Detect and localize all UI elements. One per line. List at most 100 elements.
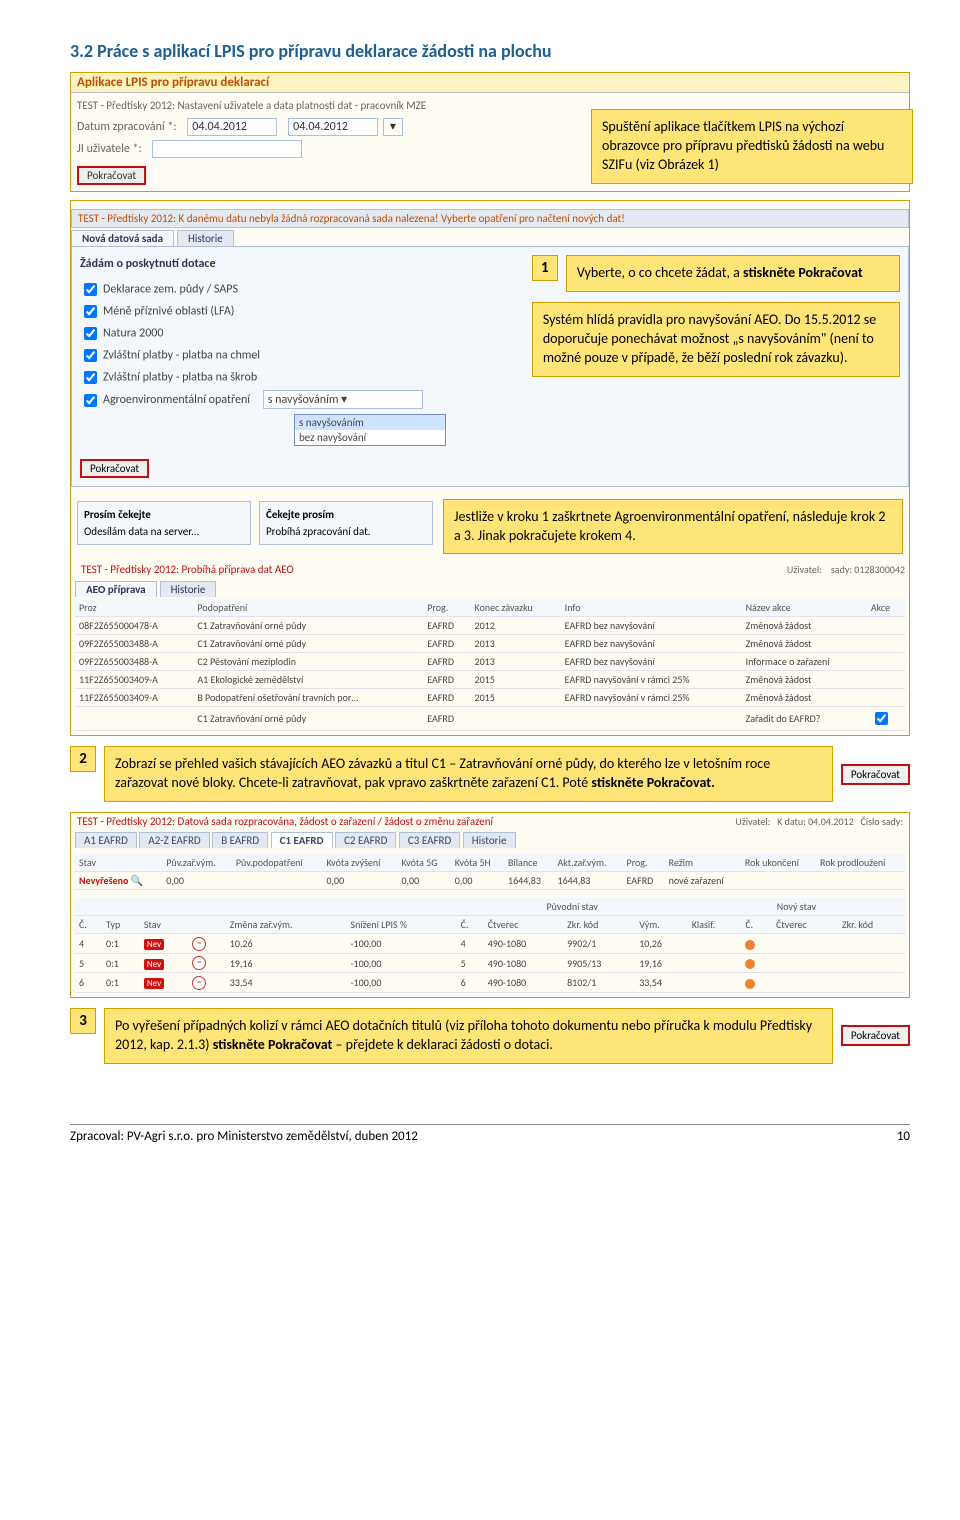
sh-stav: Stav [75,854,162,872]
dh-c: Č. [75,916,102,934]
step-badge-2: 2 [70,746,96,772]
warning-bar: TEST - Předtisky 2012: K danému datu neb… [71,209,909,228]
sady-label: sady: 0128300042 [831,563,905,576]
dh-zkr: Zkr. kód [563,916,635,934]
ji-input[interactable] [152,140,302,158]
continue-button-4[interactable]: Pokračovat [841,1025,910,1046]
cb-skrob[interactable] [84,371,97,384]
th-akce[interactable]: Akce [867,599,905,617]
dh-ctv2: Čtverec [772,916,838,934]
tabs-row: Nová datová sada Historie [71,230,909,246]
summary-table: Stav Pův.zař.vým. Pův.podopatření Kvóta … [75,854,905,890]
subtab-c3[interactable]: C3 EAFRD [399,832,460,848]
dh-zmena: Změna zař.vým. [226,916,347,934]
dh-puv: Původní stav [457,898,688,916]
sr-kv: 0,00 [322,872,397,890]
tab-history[interactable]: Historie [177,230,234,246]
date-to-input[interactable]: 04.04.2012 [288,118,378,136]
sh-bil: Bilance [504,854,554,872]
sh-akt: Akt.zař.vým. [554,854,623,872]
th-pod[interactable]: Podopatření [193,599,423,617]
cb-aeo-label: Agroenvironmentální opatření [103,393,250,407]
user-label-2: Uživatel: [735,815,770,828]
cb-saps[interactable] [84,283,97,296]
table-row: 09F2Z655003488-AC1 Zatravňování orné půd… [75,635,905,653]
magnifier-icon[interactable]: 🔍 [131,874,143,887]
sr-akt: 1644,83 [554,872,623,890]
th-proz[interactable]: Proz [75,599,193,617]
continue-button-3[interactable]: Pokračovat [841,764,910,785]
sh-puv: Pův.zař.vým. [162,854,232,872]
sr-rez: nové zařazení [665,872,741,890]
dh-novy: Nový stav [688,898,905,916]
minus-icon[interactable]: − [192,937,206,951]
cb-lfa[interactable] [84,305,97,318]
subtab-b[interactable]: B EAFRD [212,832,268,848]
table-row: 11F2Z655003409-AA1 Ekologické zemědělstv… [75,671,905,689]
aeo-mode-select[interactable]: s navyšováním ▾ [263,390,423,409]
sr-prog: EAFRD [623,872,665,890]
user-label: Uživatel: [787,563,822,576]
tab-aeo-prep[interactable]: AEO příprava [75,581,157,597]
aeo-opt-with[interactable]: s navyšováním [295,415,445,430]
date-dropdown-icon[interactable]: ▾ [383,118,403,136]
th-nazev[interactable]: Název akce [742,599,867,617]
table-row: 50:1Nev−19,16-100,005490-10809905/1319,1… [75,953,905,973]
sh-k5g: Kvóta 5G [397,854,450,872]
table-row: 08F2Z655000478-AC1 Zatravňování orné půd… [75,617,905,635]
th-prog[interactable]: Prog. [423,599,470,617]
aeo-prep-title: TEST - Předtisky 2012: Probíhá příprava … [75,560,300,579]
aeo-table: Proz Podopatření Prog. Konec závazku Inf… [75,599,905,731]
sh-prog: Prog. [623,854,665,872]
continue-button-1[interactable]: Pokračovat [77,166,146,185]
cb-skrob-label: Zvláštní platby - platba na škrob [103,370,257,384]
dh-klas: Klasif. [688,916,742,934]
include-c1-checkbox[interactable] [875,712,888,725]
sr-bil: 1644,83 [504,872,554,890]
status-badge: Nev [144,939,164,950]
callout-step1: Vyberte, o co chcete žádat, a stiskněte … [566,255,900,292]
callout-step3: Po vyřešení případných kolizí v rámci AE… [104,1008,833,1064]
minus-icon[interactable]: − [192,956,206,970]
sr-puv: 0,00 [162,872,232,890]
dh-vym: Vým. [635,916,688,934]
step-badge-1: 1 [532,255,558,281]
dh-zkr2: Zkr. kód [838,916,905,934]
th-konec[interactable]: Konec závazku [471,599,561,617]
subtab-hist[interactable]: Historie [463,832,516,848]
wait-box-2: Čekejte prosím Probíhá zpracování dat. [259,501,433,545]
cb-lfa-label: Méně příznivé oblasti (LFA) [103,304,234,318]
dh-ctv: Čtverec [484,916,563,934]
tab-history-2[interactable]: Historie [160,581,217,597]
detail-table: Původní stav Nový stav Č. Typ Stav Změna… [75,898,905,993]
continue-button-2[interactable]: Pokračovat [80,459,149,478]
callout-rules: Systém hlídá pravidla pro navyšování AEO… [532,302,900,377]
kdata-label: K datu: 04.04.2012 [777,815,854,828]
cb-natura[interactable] [84,327,97,340]
th-info[interactable]: Info [561,599,742,617]
aeo-mode-options: s navyšováním bez navyšování [294,414,446,446]
table-row: 60:1Nev−33,54-100,006490-10808102/133,54 [75,973,905,993]
step-badge-3: 3 [70,1008,96,1034]
subtab-c1[interactable]: C1 EAFRD [271,832,333,848]
panel-subtitle: Žádám o poskytnutí dotace [80,255,522,277]
status-badge: Nev [144,959,164,970]
status-dot-icon [745,940,755,950]
minus-icon[interactable]: − [192,976,206,990]
subtab-a1[interactable]: A1 EAFRD [75,832,137,848]
date-label: Datum zpracování *: [77,120,177,134]
date-from-input[interactable]: 04.04.2012 [187,118,277,136]
subtab-a2[interactable]: A2-Z EAFRD [139,832,209,848]
sh-kv: Kvóta zvýšení [322,854,397,872]
cb-chmel[interactable] [84,349,97,362]
cb-aeo[interactable] [84,394,97,407]
table-row: 11F2Z655003409-AB Podopatření ošetřování… [75,689,905,707]
aeo-opt-without[interactable]: bez navyšování [295,430,445,445]
tab-new-set[interactable]: Nová datová sada [71,230,174,246]
wait1-title: Prosím čekejte [84,508,244,521]
dh-c3: Č. [741,916,772,934]
subtab-c2[interactable]: C2 EAFRD [335,832,396,848]
wait-box-1: Prosím čekejte Odesílám data na server..… [77,501,251,545]
detail-panel: TEST - Předtisky 2012: Datová sada rozpr… [70,812,910,998]
cb-saps-label: Deklarace zem. půdy / SAPS [103,282,238,296]
